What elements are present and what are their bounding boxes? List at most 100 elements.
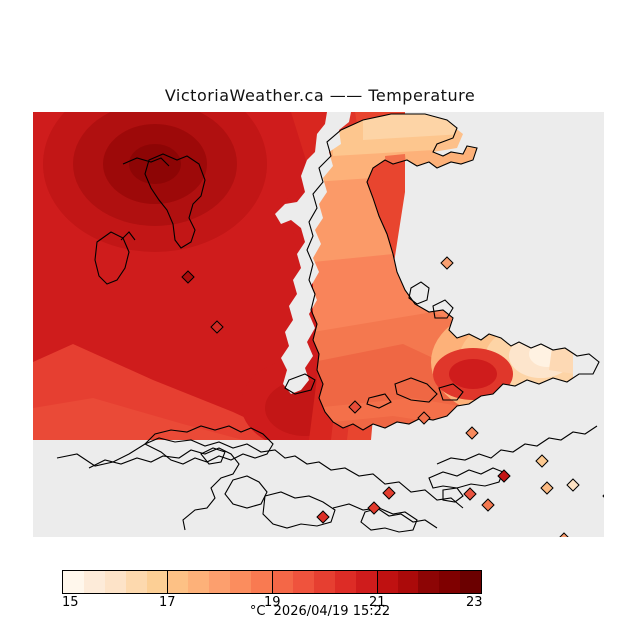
- contour-field-west: [33, 112, 405, 440]
- coastline-nw-spur: [122, 157, 170, 167]
- colorbar-swatch-1: [83, 571, 105, 593]
- colorbar-swatch-9: [251, 571, 273, 593]
- station-marker[interactable]: [316, 510, 330, 524]
- station-marker[interactable]: [417, 411, 431, 425]
- band-17-17_5-island-north: [363, 114, 463, 140]
- station-diamond-icon[interactable]: [367, 501, 381, 515]
- colorbar-tick-line-21: [377, 570, 378, 594]
- station-diamond-icon[interactable]: [465, 426, 479, 440]
- station-marker[interactable]: [558, 532, 570, 537]
- colorbar-swatch-16: [397, 571, 419, 593]
- colorbar-swatch-18: [439, 571, 461, 593]
- temperature-contour-map[interactable]: [33, 112, 604, 537]
- colorbar-swatch-0: [63, 571, 84, 593]
- sea-mask-east-strip: [573, 112, 604, 537]
- colorbar-swatch-15: [376, 571, 398, 593]
- coastline-south-east-arm: [332, 503, 438, 529]
- coastline-south-islet: [200, 447, 226, 465]
- colorbar-swatch-19: [460, 571, 482, 593]
- colorbar-swatch-8: [230, 571, 252, 593]
- coastline-south-island: [144, 425, 274, 465]
- coastline-west-lake-spur: [120, 231, 136, 241]
- colorbar-tick-labels: 15 17 19 21 23: [62, 594, 483, 612]
- station-diamond-icon[interactable]: [566, 478, 580, 492]
- colorbar-swatch-3: [125, 571, 147, 593]
- coastline-south-east-bay: [360, 507, 418, 533]
- coastline-south-olympic: [436, 425, 598, 465]
- station-diamond-icon[interactable]: [181, 270, 195, 284]
- colorbar-tick-line-19: [272, 570, 273, 594]
- colorbar-swatch-2: [104, 571, 126, 593]
- station-diamond-icon[interactable]: [602, 490, 604, 502]
- coastline-small-island-b: [408, 281, 430, 305]
- station-diamond-icon[interactable]: [348, 400, 362, 414]
- colorbar-swatch-12: [313, 571, 335, 593]
- sea-mask-strait: [275, 112, 351, 394]
- coastline-gulf-island-b: [438, 383, 464, 401]
- station-marker[interactable]: [210, 320, 224, 334]
- coastline-small-island-a: [284, 373, 316, 395]
- station-diamond-icon[interactable]: [316, 510, 330, 524]
- coastline-south-lagoon: [224, 475, 268, 509]
- station-marker[interactable]: [535, 454, 549, 468]
- colorbar-swatch-6: [188, 571, 210, 593]
- colorbar-tick-label-23: 23: [466, 595, 483, 610]
- colorbar-swatch-7: [209, 571, 231, 593]
- station-diamond-icon[interactable]: [558, 532, 570, 537]
- colorbar-tick-label-21: 21: [369, 595, 386, 610]
- station-diamond-icon[interactable]: [463, 487, 477, 501]
- page-title: VictoriaWeather.ca —— Temperature: [164, 86, 476, 105]
- station-marker[interactable]: [348, 400, 362, 414]
- station-diamond-icon[interactable]: [417, 411, 431, 425]
- band-20-20_5-sw: [33, 398, 243, 440]
- station-diamond-icon[interactable]: [535, 454, 549, 468]
- station-marker[interactable]: [181, 270, 195, 284]
- coastline-nw-inlet: [144, 153, 206, 249]
- station-marker[interactable]: [367, 501, 381, 515]
- station-marker[interactable]: [497, 469, 511, 483]
- colorbar-swatch-4: [146, 571, 168, 593]
- coastline-west-lake: [94, 231, 130, 285]
- station-diamond-icon[interactable]: [382, 486, 396, 500]
- station-diamond-icon[interactable]: [540, 481, 554, 495]
- sea-mask-south: [33, 440, 604, 537]
- colorbar-tick-label-15: 15: [62, 595, 79, 610]
- coastline-main-island: [306, 113, 600, 431]
- coastline-south-olympic-islet: [442, 487, 464, 503]
- station-marker[interactable]: [602, 490, 604, 502]
- colorbar-tick-label-19: 19: [264, 595, 281, 610]
- station-marker[interactable]: [382, 486, 396, 500]
- colorbar-caption: °C 2026/04/19 15:22: [249, 604, 391, 619]
- station-marker[interactable]: [465, 426, 479, 440]
- coastline-south-mainland-north: [56, 437, 464, 509]
- station-marker[interactable]: [566, 478, 580, 492]
- coastline-gulf-island-a: [394, 377, 438, 403]
- coastline-small-island-c: [432, 299, 454, 319]
- station-marker-layer[interactable]: [181, 256, 604, 537]
- station-diamond-icon[interactable]: [497, 469, 511, 483]
- colorbar-swatch-5: [167, 571, 189, 593]
- coastline-south-peninsula: [88, 447, 240, 531]
- station-diamond-icon[interactable]: [210, 320, 224, 334]
- band-22-22_5-warmcore: [449, 359, 497, 389]
- station-marker[interactable]: [463, 487, 477, 501]
- colorbar-swatch-10: [272, 571, 293, 593]
- map-panel[interactable]: [33, 112, 604, 537]
- colorbar-swatch-14: [355, 571, 377, 593]
- colorbar-tick-label-17: 17: [159, 595, 176, 610]
- coastline-layer: [56, 113, 600, 533]
- sea-mask: [33, 112, 604, 537]
- station-diamond-icon[interactable]: [481, 498, 495, 512]
- coastline-south-bay: [262, 491, 336, 529]
- colorbar-tick-line-17: [167, 570, 168, 594]
- station-marker[interactable]: [481, 498, 495, 512]
- station-diamond-icon[interactable]: [440, 256, 454, 270]
- band-hotspot-core: [129, 144, 181, 184]
- colorbar[interactable]: 15 17 19 21 23: [62, 570, 483, 610]
- station-marker[interactable]: [540, 481, 554, 495]
- coastline-gulf-island-c: [366, 393, 392, 409]
- station-marker[interactable]: [440, 256, 454, 270]
- colorbar-swatch-11: [292, 571, 314, 593]
- colorbar-swatch-13: [334, 571, 356, 593]
